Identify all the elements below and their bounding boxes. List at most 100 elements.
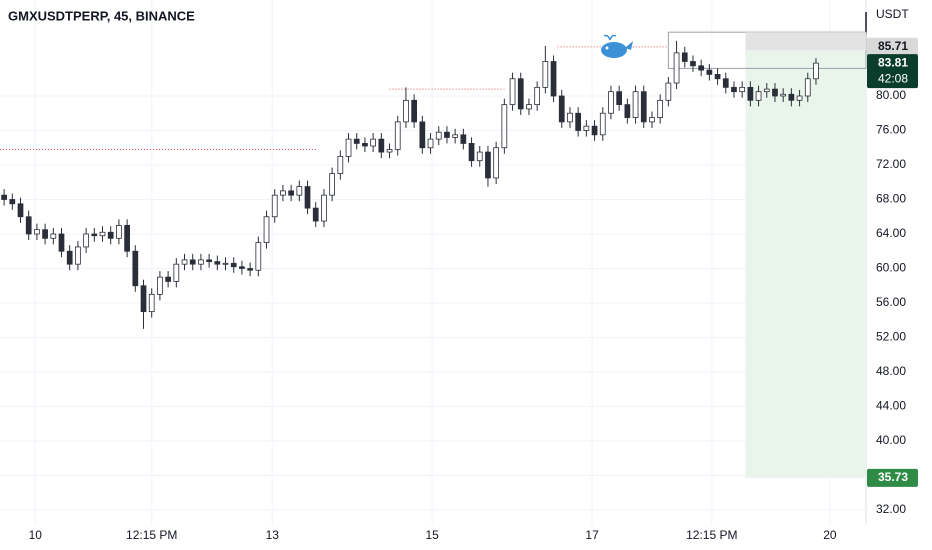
candle-body	[58, 233, 65, 252]
candle-body	[107, 231, 114, 239]
candle-body	[271, 194, 278, 218]
candle-body	[17, 203, 24, 218]
candle-body	[452, 134, 459, 138]
candle-body	[321, 194, 327, 222]
candle-body	[657, 99, 664, 118]
candle-body	[394, 121, 401, 150]
candle-body	[444, 131, 450, 138]
y-tick-label: 80.00	[876, 88, 906, 102]
candle-body	[214, 261, 221, 265]
candle-body	[124, 224, 130, 252]
candle-body	[526, 104, 532, 110]
candle-body	[534, 86, 541, 106]
candle-body	[329, 173, 335, 196]
candle-body	[198, 259, 204, 265]
candle-body	[583, 125, 590, 131]
y-tick-label: 68.00	[876, 192, 906, 206]
candle-body	[362, 143, 368, 147]
y-tick-label: 64.00	[876, 226, 906, 240]
candle-body	[288, 190, 294, 196]
candle-body	[165, 276, 171, 282]
candle-body	[747, 86, 754, 101]
candle-body	[304, 186, 311, 209]
candle-body	[813, 62, 819, 80]
candle-body	[476, 151, 483, 162]
candle-body	[66, 250, 73, 265]
candle-body	[263, 216, 270, 244]
candle-body	[239, 266, 245, 269]
candle-body	[591, 125, 598, 136]
y-tick-label: 72.00	[876, 157, 906, 171]
candle-body	[690, 61, 696, 67]
candle-body	[698, 65, 705, 71]
plot-layer	[0, 0, 867, 525]
candle-body	[501, 104, 508, 149]
candle-body	[468, 143, 475, 162]
candle-body	[731, 86, 737, 93]
candle-body	[788, 93, 795, 101]
x-tick-label: 13	[266, 528, 280, 542]
candle-body	[222, 262, 229, 265]
candle-body	[763, 88, 770, 93]
x-tick-label: 20	[823, 528, 837, 542]
y-tick-label: 56.00	[876, 295, 906, 309]
candle-body	[255, 242, 262, 271]
y-tick-label: 76.00	[876, 123, 906, 137]
y-tick-label: 52.00	[876, 330, 906, 344]
candle-body	[640, 91, 647, 123]
candle-body	[665, 82, 672, 101]
candle-body	[575, 112, 582, 131]
candle-body	[649, 117, 655, 123]
candle-body	[411, 99, 417, 123]
candle-body	[460, 134, 467, 144]
candle-body	[558, 95, 565, 123]
x-tick-label: 12:15 PM	[126, 528, 177, 542]
y-tick-label: 40.00	[876, 433, 906, 447]
candle-body	[772, 88, 778, 97]
currency: USDT	[876, 7, 909, 21]
candle-body	[116, 224, 122, 239]
candle-body	[50, 233, 57, 239]
candle-body	[419, 121, 426, 149]
candle-body	[296, 186, 303, 196]
candle-body	[673, 52, 680, 84]
range-box-fill	[745, 32, 866, 51]
candle-body	[345, 138, 352, 157]
y-tick-label: 32.00	[876, 502, 906, 516]
x-tick-label: 15	[426, 528, 440, 542]
position-zone	[745, 46, 866, 478]
candle-body	[370, 138, 376, 147]
price-label-bg	[867, 37, 918, 56]
candle-body	[378, 138, 385, 153]
x-tick-label: 10	[29, 528, 43, 542]
candle-body	[75, 246, 81, 265]
chart-title: GMXUSDTPERP, 45, BINANCE	[8, 8, 195, 23]
candle-body	[681, 52, 688, 62]
candle-body	[550, 61, 557, 97]
candle-body	[485, 151, 491, 179]
candle-body	[542, 61, 549, 88]
price-label: 85.71	[878, 39, 908, 53]
candle-body	[247, 268, 253, 271]
price-label-bg	[867, 468, 918, 487]
candle-body	[493, 147, 500, 179]
candle-body	[280, 190, 286, 196]
candle-body	[132, 250, 139, 287]
candle-body	[189, 259, 196, 265]
candle-body	[83, 233, 89, 248]
candle-body	[173, 263, 180, 282]
x-tick-label: 12:15 PM	[686, 528, 737, 542]
candle-body	[567, 112, 573, 123]
countdown: 42:08	[878, 71, 908, 85]
candle-body	[181, 259, 188, 265]
candle-body	[632, 91, 639, 118]
y-tick-label: 44.00	[876, 399, 906, 413]
candle-body	[706, 69, 713, 75]
candle-body	[157, 276, 163, 295]
candle-body	[353, 138, 360, 144]
candle-body	[337, 155, 344, 175]
candle-body	[739, 86, 746, 93]
candle-body	[386, 149, 393, 153]
